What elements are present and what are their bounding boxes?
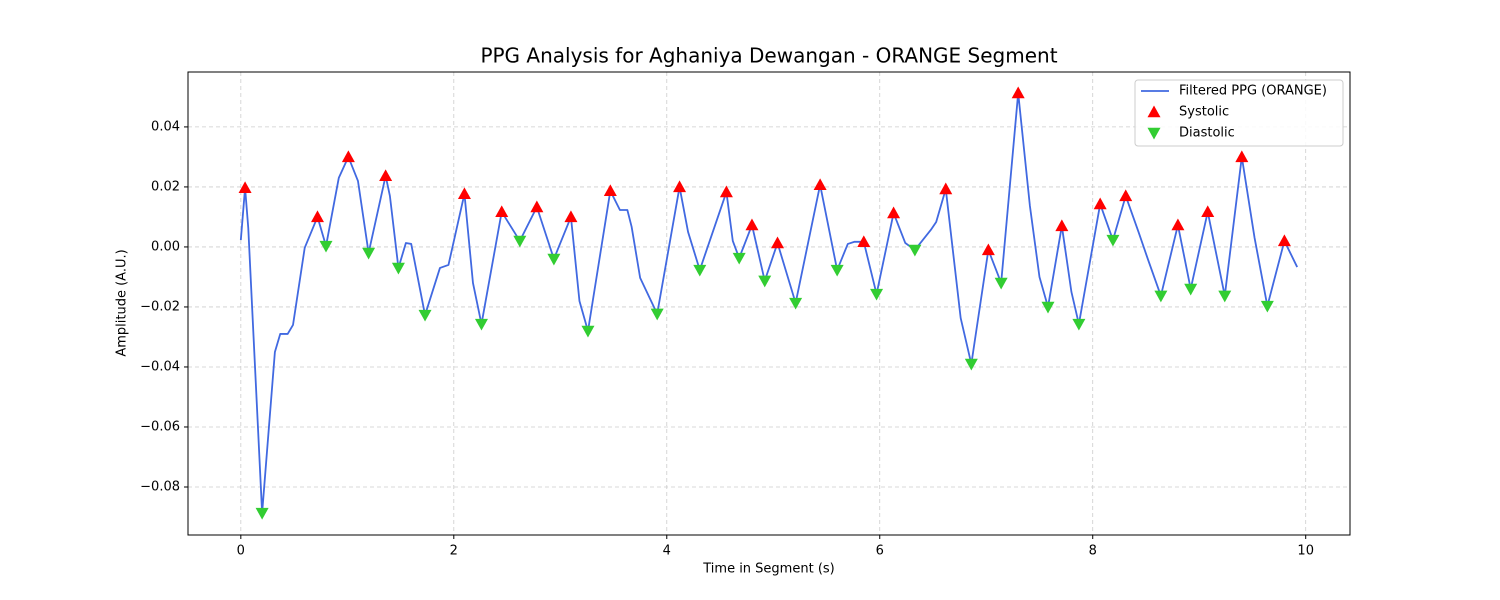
diastolic-marker [964, 358, 978, 371]
x-tick-label: 8 [1089, 544, 1097, 559]
systolic-marker [673, 180, 687, 193]
y-tick-label: −0.06 [140, 419, 180, 434]
x-axis-label: Time in Segment (s) [702, 562, 834, 577]
systolic-marker [981, 243, 995, 256]
systolic-marker [238, 181, 252, 194]
diastolic-marker [1260, 300, 1274, 313]
diastolic-marker [319, 240, 333, 253]
systolic-marker [1201, 205, 1215, 218]
diastolic-marker [693, 264, 707, 277]
diastolic-marker [1184, 283, 1198, 296]
systolic-marker [1235, 150, 1249, 163]
x-tick-label: 10 [1297, 544, 1314, 559]
diastolic-marker [830, 264, 844, 277]
diastolic-marker [650, 308, 664, 321]
chart-title: PPG Analysis for Aghaniya Dewangan - ORA… [480, 44, 1057, 68]
diastolic-marker [391, 262, 405, 275]
systolic-marker [719, 185, 733, 198]
systolic-marker [1119, 189, 1133, 202]
y-tick-label: 0.02 [151, 179, 180, 194]
systolic-marker [1055, 219, 1069, 232]
systolic-marker [745, 218, 759, 231]
legend-box [1134, 79, 1344, 147]
x-tick-label: 0 [237, 544, 245, 559]
systolic-marker [857, 235, 871, 248]
diastolic-marker [1218, 290, 1232, 303]
legend-label: Filtered PPG (ORANGE) [1179, 84, 1327, 99]
diastolic-marker [994, 277, 1008, 290]
systolic-marker [1171, 218, 1185, 231]
systolic-marker [1093, 197, 1107, 210]
systolic-marker [530, 200, 544, 213]
systolic-marker [564, 210, 578, 223]
systolic-marker [495, 205, 509, 218]
systolic-marker [771, 236, 785, 249]
systolic-marker [1277, 234, 1291, 247]
diastolic-marker [732, 252, 746, 265]
diastolic-marker [758, 275, 772, 288]
diastolic-marker [418, 309, 432, 322]
legend: Filtered PPG (ORANGE) Systolic Diastolic [1134, 79, 1344, 147]
diastolic-marker [908, 244, 922, 257]
diastolic-marker [581, 325, 595, 338]
diastolic-marker [474, 318, 488, 331]
y-axis-label: Amplitude (A.U.) [115, 249, 130, 356]
legend-swatch [1147, 105, 1161, 118]
plot-frame [187, 71, 1351, 536]
systolic-marker [341, 150, 355, 163]
y-tick-label: −0.02 [140, 299, 180, 314]
diastolic-marker [1154, 290, 1168, 303]
diastolic-marker [1072, 318, 1086, 331]
legend-label: Diastolic [1179, 126, 1235, 141]
diastolic-marker [547, 253, 561, 266]
y-tick-label: −0.04 [140, 359, 180, 374]
diastolic-marker [1106, 234, 1120, 247]
systolic-marker [887, 206, 901, 219]
y-tick-label: 0.00 [151, 239, 180, 254]
systolic-marker [603, 184, 617, 197]
systolic-marker [379, 169, 393, 182]
systolic-marker [1011, 86, 1025, 99]
systolic-marker [457, 187, 471, 200]
y-tick-label: −0.08 [140, 479, 180, 494]
systolic-marker [310, 210, 324, 223]
diastolic-marker [1041, 301, 1055, 314]
diastolic-marker [513, 235, 527, 248]
diastolic-marker [870, 288, 884, 301]
x-tick-label: 2 [450, 544, 458, 559]
systolic-marker [939, 182, 953, 195]
signal-line [239, 92, 1298, 514]
diastolic-marker [362, 247, 376, 260]
diastolic-marker [789, 297, 803, 310]
x-tick-label: 4 [663, 544, 671, 559]
x-tick-label: 6 [876, 544, 884, 559]
y-tick-label: 0.04 [151, 119, 180, 134]
diastolic-marker [255, 507, 269, 520]
legend-swatch [1147, 127, 1161, 140]
systolic-marker [813, 178, 827, 191]
legend-label: Systolic [1179, 105, 1229, 120]
